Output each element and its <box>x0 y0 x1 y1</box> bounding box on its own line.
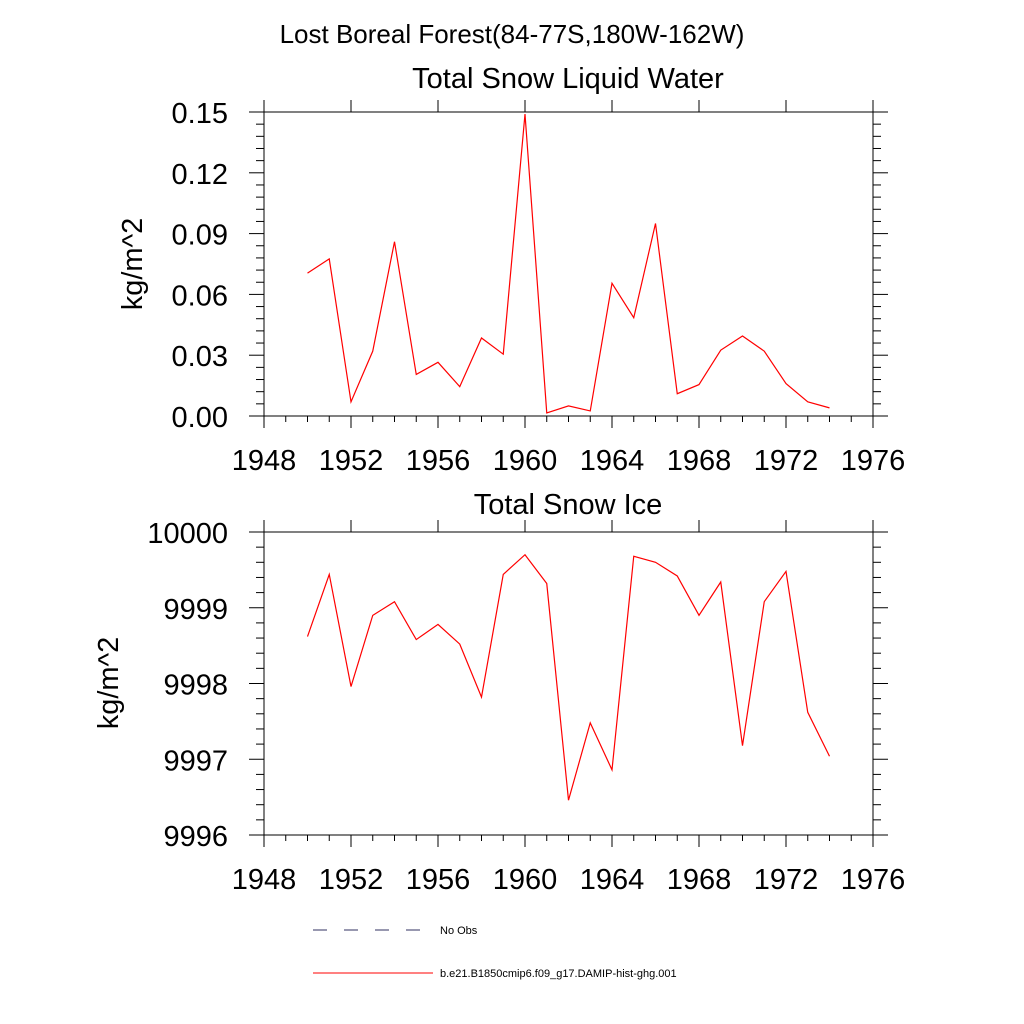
y-tick-label: 10000 <box>147 518 228 550</box>
x-tick-label: 1956 <box>406 864 471 896</box>
data-point <box>502 573 505 576</box>
data-point <box>741 334 744 337</box>
panel-snow-liquid-water: Total Snow Liquid Water kg/m^2 1948 1952 1… <box>117 63 905 477</box>
data-point <box>611 282 614 285</box>
y-tick-label: 0.09 <box>172 220 228 252</box>
data-point <box>676 574 679 577</box>
data-point <box>458 643 461 646</box>
panel-snow-ice: Total Snow Ice kg/m^2 1948 1952 1956 1960 19… <box>93 489 905 896</box>
x-tick-label: 1976 <box>841 864 906 896</box>
data-point <box>437 361 440 364</box>
data-point <box>698 614 701 617</box>
x-tick-label: 1956 <box>406 445 471 477</box>
series-line <box>307 113 830 414</box>
y-axis-label: kg/m^2 <box>93 637 125 730</box>
y-tick-label: 9998 <box>163 670 228 702</box>
x-tick-label: 1976 <box>841 445 906 477</box>
data-point <box>828 755 831 758</box>
y-tick-label: 9997 <box>163 745 228 777</box>
y-tick-label: 9996 <box>163 821 228 853</box>
legend-label-model: b.e21.B1850cmip6.f09_g17.DAMIP-hist-ghg.… <box>440 968 677 980</box>
x-tick-label: 1960 <box>493 445 558 477</box>
panel-title: Total Snow Liquid Water <box>412 63 724 95</box>
data-point <box>480 336 483 339</box>
legend-label-no-obs: No Obs <box>440 925 478 937</box>
x-tick-label: 1968 <box>667 445 732 477</box>
x-tick-label: 1964 <box>580 445 645 477</box>
legend: No Obs b.e21.B1850cmip6.f09_g17.DAMIP-hi… <box>313 925 677 980</box>
y-tick-label: 0.06 <box>172 280 228 312</box>
x-tick-label: 1964 <box>580 864 645 896</box>
x-tick-label: 1960 <box>493 864 558 896</box>
data-point <box>785 570 788 573</box>
data-point <box>806 400 809 403</box>
x-tick-label: 1972 <box>754 864 819 896</box>
data-point <box>719 580 722 583</box>
data-point <box>393 600 396 603</box>
data-point <box>306 635 309 638</box>
x-tick-label: 1948 <box>232 445 297 477</box>
data-point <box>437 623 440 626</box>
data-point <box>806 711 809 714</box>
data-point <box>763 350 766 353</box>
data-point <box>502 353 505 356</box>
data-point <box>567 799 570 802</box>
data-point <box>415 638 418 641</box>
data-point <box>785 382 788 385</box>
data-point <box>632 316 635 319</box>
x-tick-label: 1952 <box>319 864 384 896</box>
data-point <box>350 400 353 403</box>
figure-suptitle: Lost Boreal Forest(84-77S,180W-162W) <box>280 19 745 49</box>
data-point <box>545 582 548 585</box>
data-point <box>328 257 331 260</box>
y-tick-label: 0.15 <box>172 98 228 130</box>
data-point <box>458 385 461 388</box>
data-point <box>306 272 309 275</box>
x-tick-label: 1948 <box>232 864 297 896</box>
data-point <box>632 555 635 558</box>
y-tick-label: 0.03 <box>172 341 228 373</box>
data-point <box>393 240 396 243</box>
series-line <box>306 553 831 801</box>
data-point <box>741 744 744 747</box>
y-tick-label: 0.12 <box>172 159 228 191</box>
data-point <box>676 392 679 395</box>
data-point <box>654 561 657 564</box>
data-point <box>371 350 374 353</box>
data-point <box>589 721 592 724</box>
y-tick-label: 0.00 <box>172 402 228 434</box>
x-tick-label: 1972 <box>754 445 819 477</box>
data-point <box>611 768 614 771</box>
data-point <box>371 614 374 617</box>
data-point <box>328 573 331 576</box>
data-point <box>763 600 766 603</box>
data-point <box>480 696 483 699</box>
data-point <box>589 409 592 412</box>
y-axis-label: kg/m^2 <box>117 218 149 311</box>
x-tick-label: 1952 <box>319 445 384 477</box>
data-point <box>524 113 527 116</box>
panel-title: Total Snow Ice <box>474 489 663 521</box>
data-point <box>828 406 831 409</box>
data-point <box>567 404 570 407</box>
data-point <box>524 553 527 556</box>
data-point <box>654 222 657 225</box>
data-point <box>545 411 548 414</box>
y-tick-label: 9999 <box>163 594 228 626</box>
x-tick-label: 1968 <box>667 864 732 896</box>
data-point <box>719 349 722 352</box>
plot-frame <box>263 111 874 417</box>
data-point <box>350 685 353 688</box>
data-point <box>415 373 418 376</box>
data-point <box>698 383 701 386</box>
